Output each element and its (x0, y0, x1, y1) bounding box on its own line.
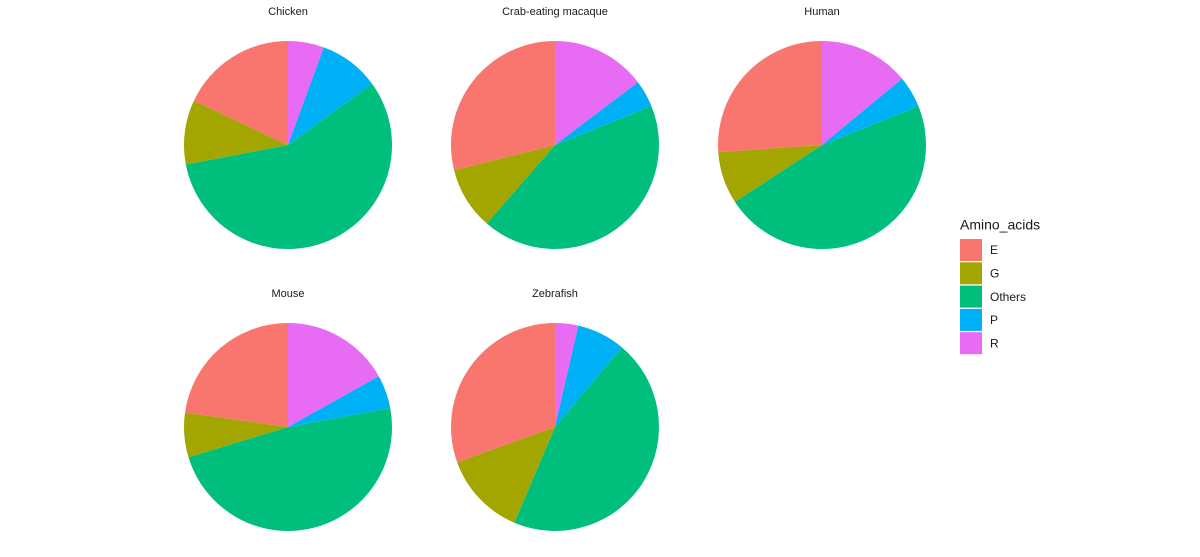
pie-slice (288, 41, 324, 145)
pie-slice (184, 100, 288, 165)
facet-title: Crab-eating macaque (502, 6, 608, 18)
pie-slice (451, 323, 555, 463)
pie-slice (734, 106, 926, 249)
pie-slice (457, 427, 555, 523)
pie-slice (185, 83, 392, 249)
facet-title: Chicken (268, 6, 308, 18)
pie-slice (188, 408, 392, 531)
pie-slice (514, 347, 659, 531)
pie-slice (555, 82, 652, 145)
legend-label: E (990, 243, 998, 257)
pie-slice (288, 47, 373, 146)
pie-slice (486, 106, 659, 249)
facet-title: Zebrafish (532, 288, 578, 300)
pie-slice (454, 145, 555, 224)
pie-slice (822, 78, 919, 145)
pie-slice (718, 41, 822, 153)
pie-slice (184, 412, 288, 458)
legend-title: Amino_acids (960, 217, 1040, 233)
legend-label: G (990, 266, 999, 280)
pie-slice (451, 41, 555, 171)
legend-key (960, 262, 982, 285)
pie-slice (718, 145, 822, 202)
pie-slice (288, 323, 379, 427)
pie-slice (288, 376, 391, 427)
legend-key (960, 308, 982, 331)
legend-label: R (990, 336, 999, 350)
pie-slice (184, 323, 288, 427)
pie-slice (555, 41, 638, 145)
pie-slice (822, 41, 903, 145)
legend-key (960, 239, 982, 261)
facet-title: Mouse (271, 288, 304, 300)
pie-slice (555, 323, 579, 427)
facet-title: Human (804, 6, 839, 18)
legend-key (960, 285, 982, 308)
pie-slice (555, 325, 622, 427)
legend-key (960, 332, 982, 355)
legend-label: Others (990, 290, 1026, 304)
pie-slice (193, 41, 288, 145)
legend-label: P (990, 313, 998, 327)
